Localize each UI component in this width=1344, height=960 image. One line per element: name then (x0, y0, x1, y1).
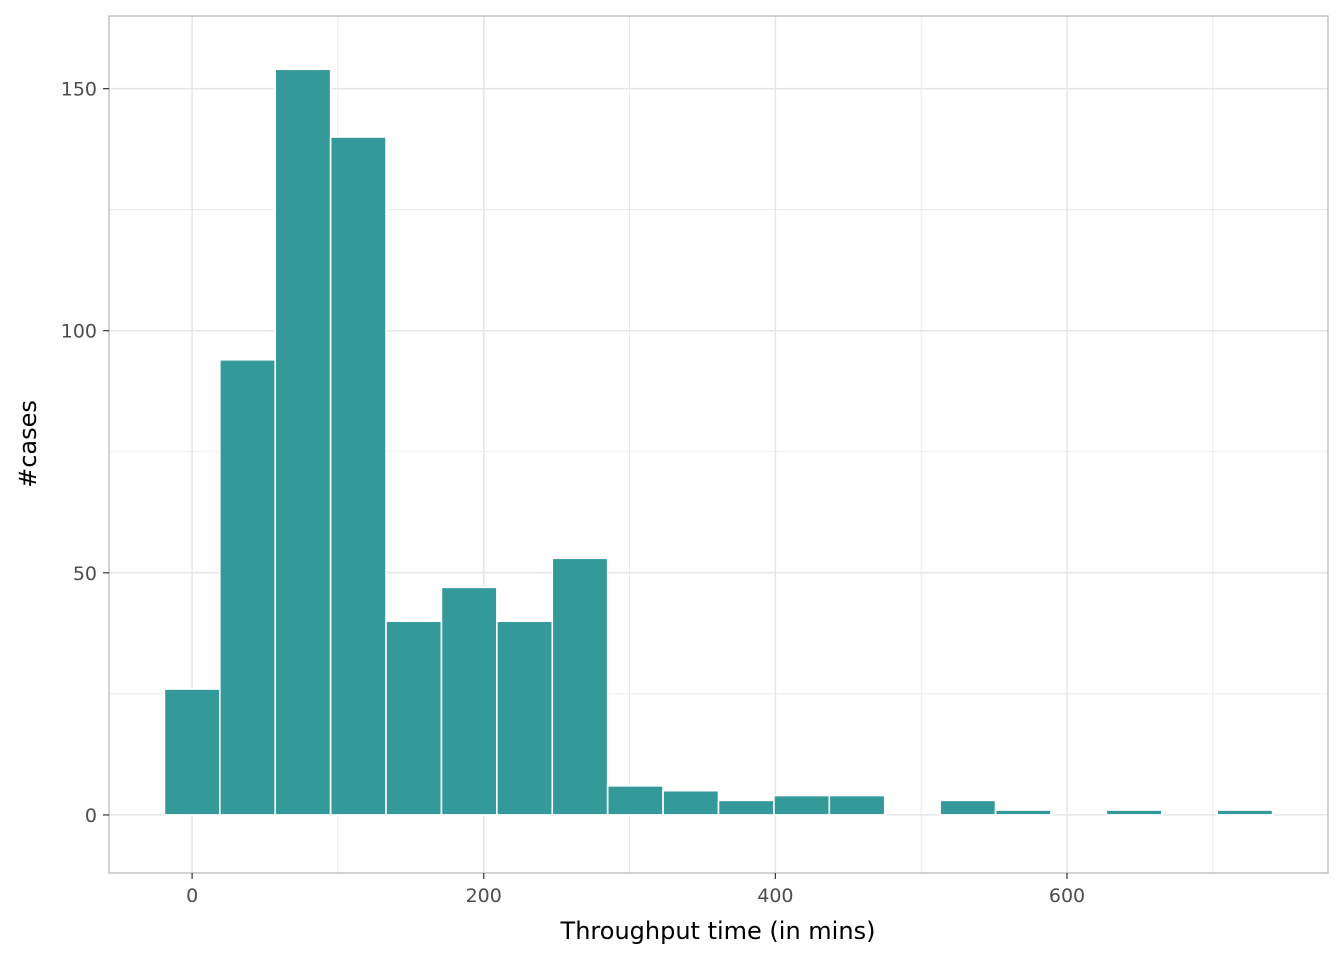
histogram-bar (385, 620, 443, 816)
panel-border (108, 15, 1329, 874)
y-tick-label: 100 (61, 321, 97, 343)
histogram-bar (717, 799, 775, 816)
histogram-bar (551, 557, 609, 816)
histogram-bar (1105, 809, 1163, 816)
histogram-bars (163, 68, 1274, 816)
x-tick-label: 400 (757, 885, 793, 907)
y-tick-label: 150 (61, 79, 97, 101)
x-tick-label: 600 (1049, 885, 1085, 907)
histogram-bar (274, 68, 332, 816)
y-tick-label: 50 (73, 563, 97, 585)
histogram-bar (440, 586, 498, 816)
y-axis-title: #cases (14, 400, 42, 488)
histogram-bar (219, 358, 277, 816)
y-axis: 0 50 100 150 (61, 79, 109, 827)
x-tick-label: 200 (466, 885, 502, 907)
histogram-bar (329, 136, 387, 816)
x-axis: 0 200 400 600 (186, 873, 1085, 907)
x-tick-label: 0 (186, 885, 198, 907)
histogram-bar (939, 799, 997, 816)
histogram-bar (163, 688, 221, 816)
histogram-bar (662, 789, 720, 816)
x-axis-title: Throughput time (in mins) (560, 917, 876, 945)
histogram-bar (606, 785, 664, 816)
histogram-bar (773, 794, 831, 816)
histogram-bar (1216, 809, 1274, 816)
histogram-bar (496, 620, 554, 816)
y-tick-label: 0 (85, 805, 97, 827)
histogram-bar (828, 794, 886, 816)
histogram-bar (994, 809, 1052, 816)
